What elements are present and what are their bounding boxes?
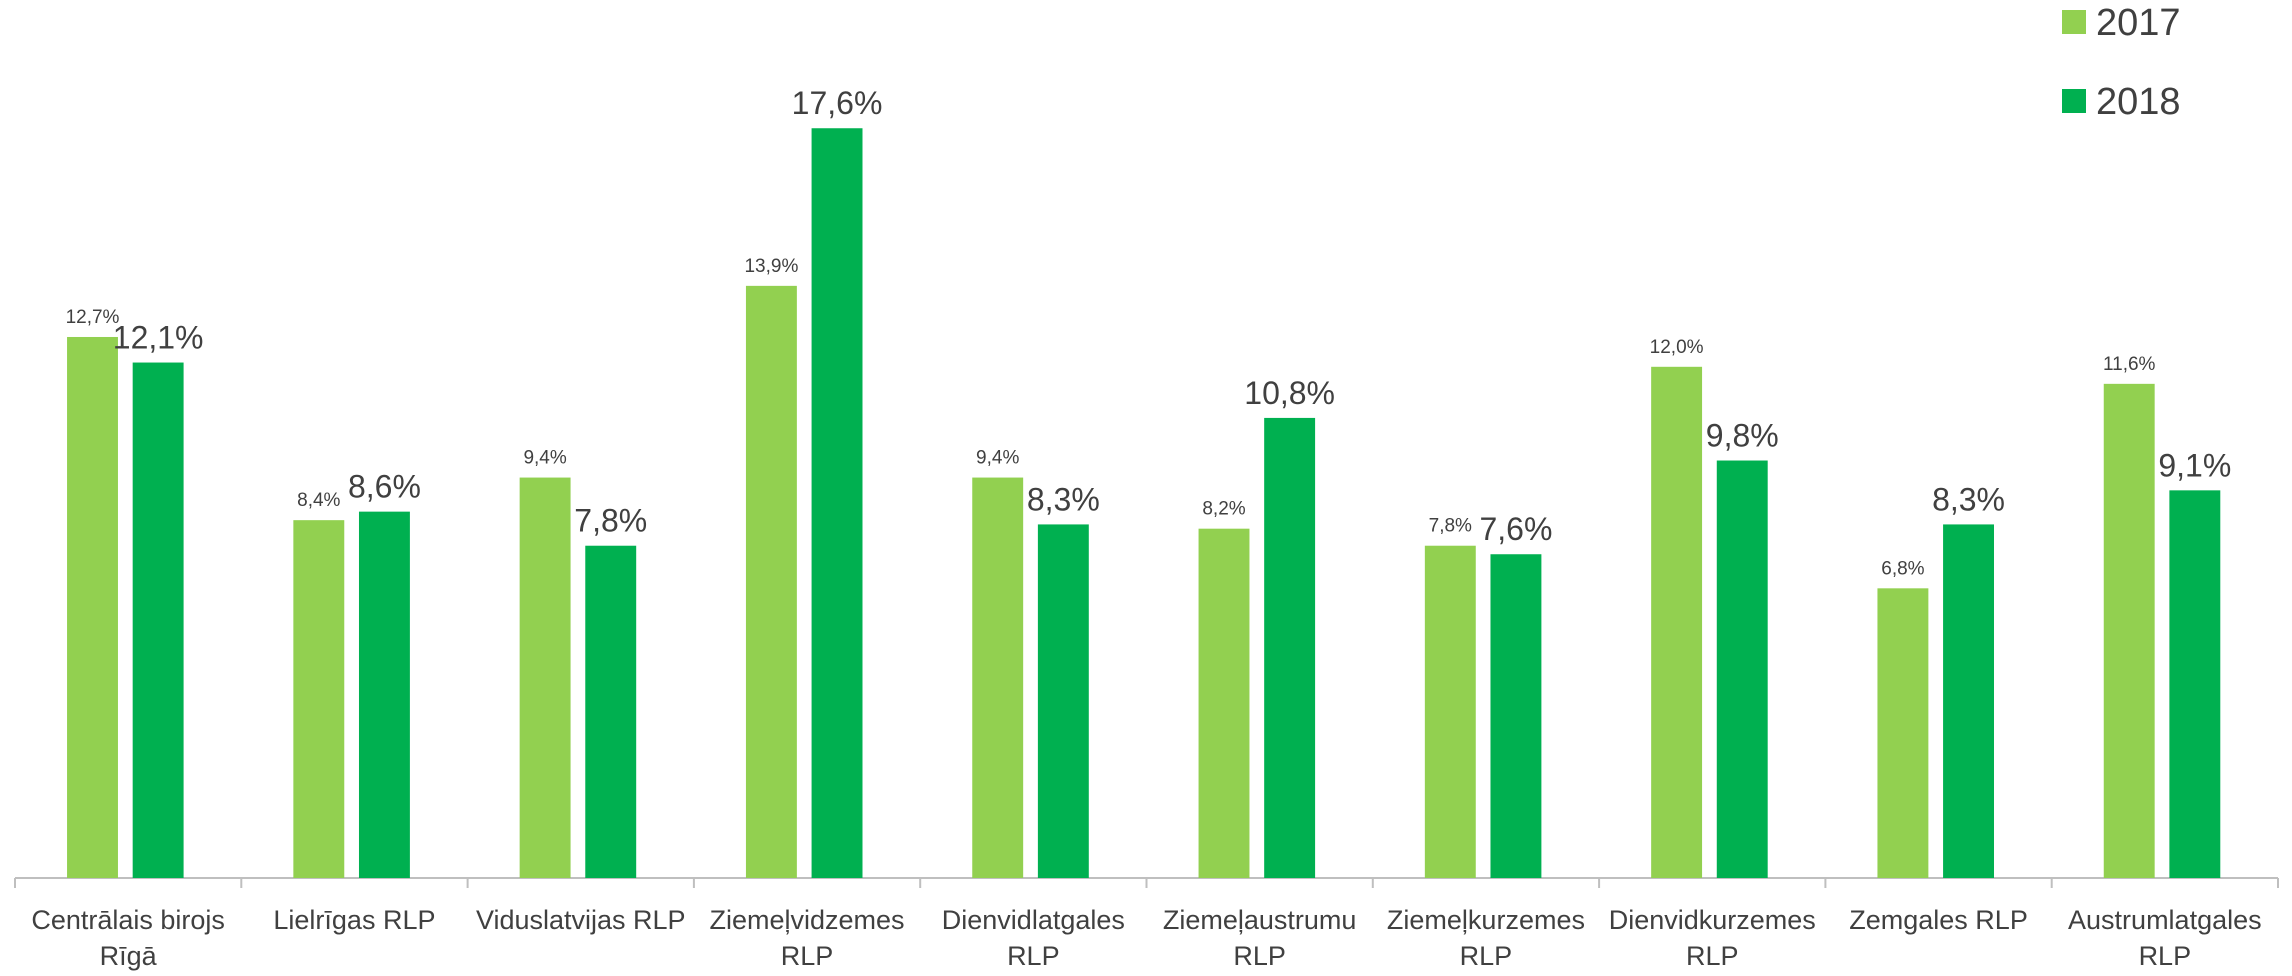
value-label: 17,6% <box>792 85 883 121</box>
x-tick-label: Lielrīgas RLP <box>273 905 436 935</box>
legend-label: 2018 <box>2096 81 2181 123</box>
value-label: 8,3% <box>1932 481 2005 517</box>
bar <box>1943 524 1994 878</box>
value-label: 7,8% <box>1429 516 1472 537</box>
x-tick-label: Centrālais birojs Rīgā <box>31 905 225 971</box>
bar <box>1264 417 1316 878</box>
value-label: 10,8% <box>1244 375 1335 411</box>
value-label: 8,4% <box>297 490 340 511</box>
value-label: 8,6% <box>348 469 421 505</box>
bar <box>1490 554 1542 878</box>
value-label: 12,0% <box>1650 337 1704 358</box>
bar <box>811 128 863 879</box>
bar <box>972 477 1024 878</box>
bar <box>1716 460 1768 878</box>
bar <box>2169 490 2221 878</box>
bar <box>1877 588 1929 878</box>
value-label: 8,2% <box>1202 499 1245 520</box>
bar <box>358 511 410 878</box>
x-tick-label: Zemgales RLP <box>1849 905 2028 935</box>
legend-swatch <box>2062 89 2086 113</box>
bar <box>745 285 797 878</box>
x-tick-label: Dienvidlatgales RLP <box>941 905 1125 971</box>
bar <box>67 336 118 879</box>
bar <box>2103 383 2155 878</box>
bar <box>1037 524 1089 878</box>
x-tick-label: Dienvidkurzemes RLP <box>1608 905 1816 971</box>
x-tick-label: Ziemeļkurzemes RLP <box>1386 905 1585 971</box>
value-label: 8,3% <box>1027 481 1100 517</box>
value-label: 9,4% <box>976 448 1019 469</box>
value-label: 12,1% <box>113 320 204 356</box>
x-tick-label: Ziemeļvidzemes RLP <box>709 905 905 971</box>
value-label: 9,8% <box>1706 418 1779 454</box>
value-label: 7,6% <box>1479 511 1552 547</box>
value-label: 11,6% <box>2103 354 2156 375</box>
legend-label: 2017 <box>2096 2 2181 44</box>
value-label: 9,4% <box>523 448 566 469</box>
value-label: 13,9% <box>744 256 798 277</box>
bar <box>132 362 184 878</box>
x-tick-label: Ziemeļaustrumu RLP <box>1162 905 1357 971</box>
value-label: 7,8% <box>574 503 647 539</box>
x-tick-label: Viduslatvijas RLP <box>475 905 686 935</box>
bar <box>519 477 571 878</box>
bar <box>1651 366 1703 878</box>
legend-swatch <box>2062 10 2086 34</box>
value-label: 6,8% <box>1881 558 1924 579</box>
bar <box>1424 545 1476 878</box>
bar <box>293 520 345 878</box>
bar <box>585 545 637 878</box>
value-label: 12,7% <box>66 307 120 328</box>
bar <box>1198 528 1250 878</box>
value-label: 9,1% <box>2158 447 2231 483</box>
x-tick-label: Austrumlatgales RLP <box>2068 905 2262 971</box>
